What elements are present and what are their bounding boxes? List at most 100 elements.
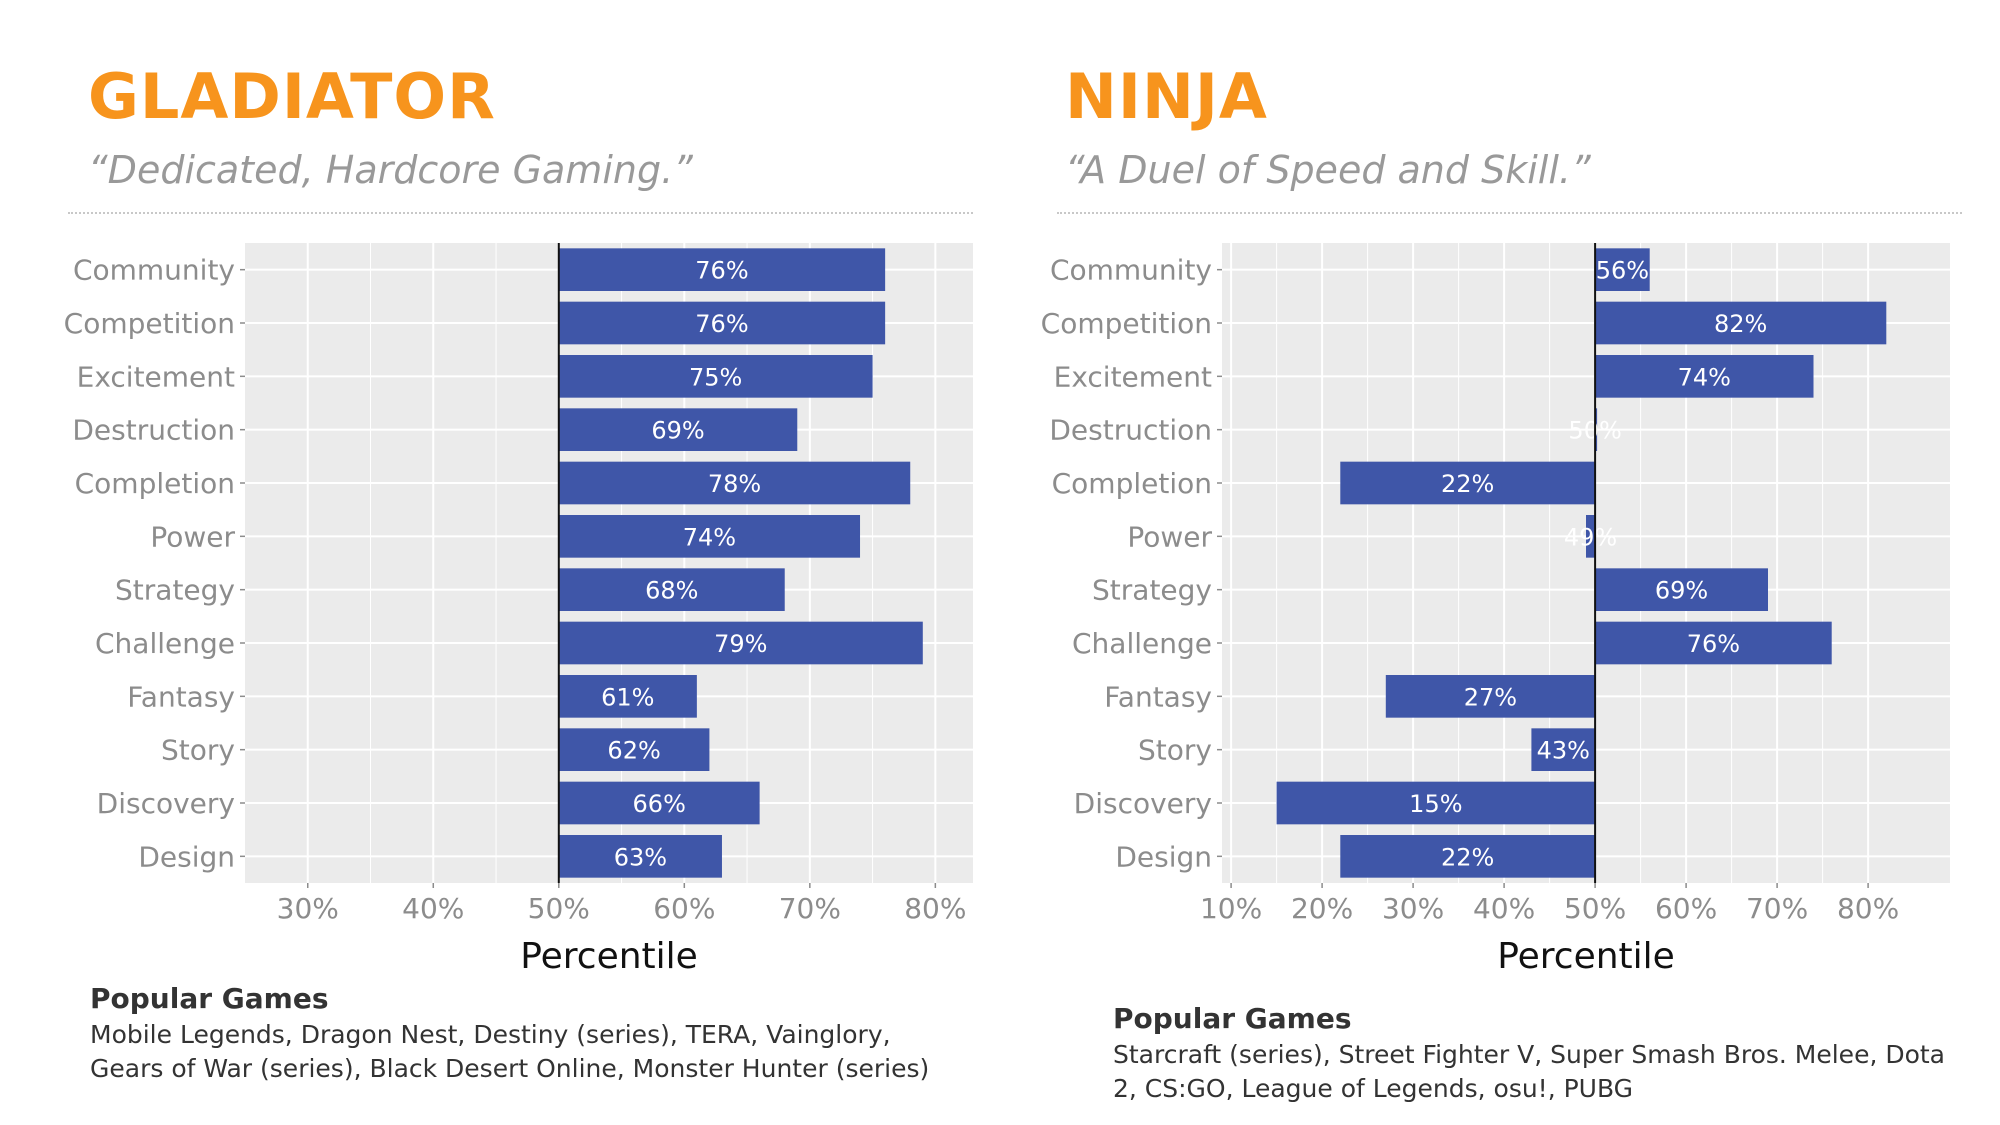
category-label: Fantasy: [127, 680, 235, 713]
category-label: Excitement: [1054, 360, 1212, 393]
bar: [558, 248, 886, 291]
category-label: Competition: [1041, 307, 1212, 340]
data-label: 82%: [1714, 310, 1767, 338]
data-label: 15%: [1409, 790, 1462, 818]
category-label: Completion: [1052, 467, 1212, 500]
chart-subtitle: “A Duel of Speed and Skill.”: [1065, 148, 1591, 192]
bar: [558, 675, 697, 718]
data-label: 22%: [1441, 470, 1494, 498]
x-tick-label: 60%: [653, 892, 715, 925]
data-label: 69%: [1655, 577, 1708, 605]
category-label: Design: [1115, 840, 1212, 873]
bar: [1595, 248, 1650, 291]
bar: [558, 728, 710, 771]
data-label: 76%: [695, 310, 748, 338]
popular-games-list: Mobile Legends, Dragon Nest, Destiny (se…: [90, 1018, 929, 1086]
data-label: 22%: [1441, 843, 1494, 871]
x-tick-label: 80%: [1837, 892, 1899, 925]
popular-games-heading: Popular Games: [90, 982, 329, 1015]
data-label: 56%: [1596, 257, 1649, 285]
category-label: Strategy: [1092, 574, 1212, 607]
data-label: 74%: [1678, 363, 1731, 391]
data-label: 75%: [689, 363, 742, 391]
bar: [1595, 355, 1814, 398]
category-label: Competition: [64, 307, 235, 340]
x-tick-label: 50%: [528, 892, 590, 925]
data-label: 79%: [714, 630, 767, 658]
category-label: Power: [1127, 520, 1212, 553]
category-label: Destruction: [72, 414, 235, 447]
bar: [558, 461, 911, 505]
gladiator-panel: GLADIATOR “Dedicated, Hardcore Gaming.” …: [64, 60, 973, 1086]
x-tick-label: 30%: [277, 892, 339, 925]
chart-title: GLADIATOR: [88, 60, 496, 133]
category-label: Community: [73, 254, 235, 287]
divider: [68, 212, 973, 214]
category-label: Fantasy: [1104, 680, 1212, 713]
bar: [558, 835, 722, 878]
x-axis-title: Percentile: [1497, 936, 1675, 975]
ninja-bar-chart: 56% Community 82% Competition 74% Excitement 5…: [1041, 243, 1950, 975]
category-label: Story: [1138, 734, 1212, 767]
x-tick-label: 30%: [1382, 892, 1444, 925]
bar: [558, 408, 798, 451]
bar: [558, 301, 886, 345]
x-tick-label: 70%: [1746, 892, 1808, 925]
x-tick-label: 70%: [779, 892, 841, 925]
bar: [558, 355, 873, 398]
bar: [1340, 835, 1596, 878]
category-label: Strategy: [115, 574, 235, 607]
data-label: 27%: [1464, 683, 1517, 711]
bar: [1531, 728, 1596, 771]
data-label: 63%: [614, 843, 667, 871]
data-label: 76%: [1687, 630, 1740, 658]
data-label: 61%: [601, 683, 654, 711]
bar: [1595, 568, 1768, 611]
data-label: 68%: [645, 577, 698, 605]
popular-games-line: 2, CS:GO, League of Legends, osu!, PUBG: [1113, 1074, 1634, 1103]
chart-title: NINJA: [1065, 60, 1268, 133]
x-tick-label: 40%: [402, 892, 464, 925]
category-label: Community: [1050, 254, 1212, 287]
bar: [558, 781, 760, 825]
x-tick-label: 50%: [1564, 892, 1626, 925]
bar: [1385, 675, 1596, 718]
bar: [558, 515, 861, 558]
category-label: Discovery: [97, 787, 235, 820]
plot-background: [245, 243, 973, 883]
popular-games-line: Gears of War (series), Black Desert Onli…: [90, 1054, 930, 1083]
popular-games-line: Starcraft (series), Street Fighter V, Su…: [1113, 1040, 1946, 1069]
bar: [1276, 781, 1596, 825]
category-label: Destruction: [1049, 414, 1212, 447]
data-label: 69%: [651, 417, 704, 445]
x-tick-label: 40%: [1473, 892, 1535, 925]
popular-games-list: Starcraft (series), Street Fighter V, Su…: [1113, 1038, 1945, 1106]
divider: [1057, 212, 1962, 214]
bar: [1595, 621, 1832, 665]
category-label: Excitement: [77, 360, 235, 393]
category-label: Challenge: [1072, 627, 1212, 660]
bar: [558, 621, 923, 665]
x-tick-label: 60%: [1655, 892, 1717, 925]
bar: [1340, 461, 1596, 505]
category-label: Discovery: [1074, 787, 1212, 820]
bar: [558, 568, 785, 611]
chart-subtitle: “Dedicated, Hardcore Gaming.”: [88, 148, 693, 192]
data-label: 66%: [633, 790, 686, 818]
data-label: 78%: [708, 470, 761, 498]
bar: [1586, 515, 1596, 558]
bar: [1595, 301, 1887, 345]
category-label: Story: [161, 734, 235, 767]
category-label: Completion: [75, 467, 235, 500]
data-label: 49%: [1564, 523, 1617, 551]
plot-background: [1222, 243, 1950, 883]
x-tick-label: 80%: [904, 892, 966, 925]
ninja-panel: NINJA “A Duel of Speed and Skill.” 56% Co…: [1000, 0, 2000, 1125]
gladiator-bar-chart: 76% Community 76% Competition 75% Excitement 6…: [64, 243, 973, 975]
popular-games-line: Mobile Legends, Dragon Nest, Destiny (se…: [90, 1020, 891, 1049]
x-tick-label: 20%: [1291, 892, 1353, 925]
data-label: 62%: [607, 737, 660, 765]
category-label: Design: [138, 840, 235, 873]
x-axis-title: Percentile: [520, 936, 698, 975]
x-tick-label: 10%: [1200, 892, 1262, 925]
